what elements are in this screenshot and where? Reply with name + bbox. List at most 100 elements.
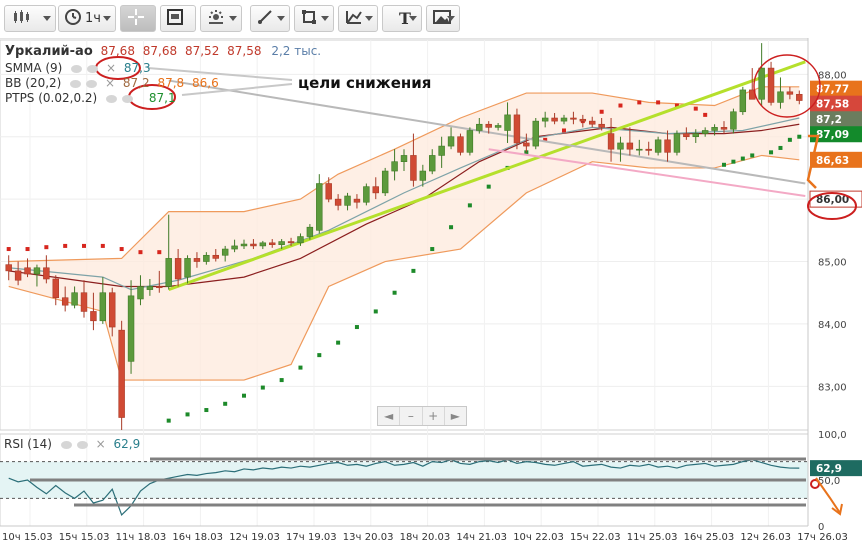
candle[interactable] [193,252,201,268]
candle[interactable] [645,141,652,156]
candle[interactable] [466,127,474,156]
zoom-in-button[interactable]: + [423,407,445,425]
toolbar-draw-button[interactable] [250,5,290,32]
candle[interactable] [5,255,12,281]
candle[interactable] [551,113,558,125]
candle[interactable] [598,118,605,131]
candle[interactable] [259,240,267,250]
candle[interactable] [174,249,182,287]
toolbar-shapes-button[interactable] [294,5,334,32]
candle[interactable] [278,239,285,250]
candle[interactable] [297,233,304,246]
candle[interactable] [240,239,248,250]
toolbar-crosshair-button[interactable] [120,5,156,32]
candle[interactable] [673,130,681,156]
trendline-target-1[interactable] [168,79,806,185]
close-icon[interactable]: × [105,76,116,90]
candle[interactable] [523,133,530,153]
close-icon[interactable]: × [95,437,106,451]
candle[interactable] [579,114,587,128]
candle[interactable] [796,90,803,105]
candle[interactable] [137,275,144,306]
candle[interactable] [692,129,699,143]
candle[interactable] [24,258,31,278]
candle[interactable] [410,133,417,187]
trendline-target-2[interactable] [488,148,806,197]
candle[interactable] [52,275,59,306]
price-chart[interactable]: 83,0084,0085,0086,0088,0087,7787,5887,28… [0,38,862,546]
candle[interactable] [287,237,295,246]
candle[interactable] [626,127,634,156]
toolbar-image-button[interactable] [426,5,460,32]
candle[interactable] [494,122,502,131]
candle[interactable] [221,245,229,262]
candle[interactable] [334,194,342,211]
candle[interactable] [90,292,97,331]
candle[interactable] [447,127,455,150]
candle[interactable] [570,111,577,125]
drawing-marks[interactable] [30,54,857,516]
zoom-out-button[interactable]: – [400,407,423,425]
candle[interactable] [381,167,389,196]
candle[interactable] [156,270,163,293]
candle[interactable] [513,108,521,150]
candle[interactable] [485,121,492,134]
candle[interactable] [720,121,728,134]
candles[interactable] [5,43,803,430]
scroll-right-button[interactable]: ► [450,409,460,423]
candle[interactable] [767,61,775,106]
candle[interactable] [316,174,323,234]
trendline-uptrend[interactable] [168,60,806,292]
candle[interactable] [14,261,22,286]
candle[interactable] [61,286,69,312]
gear-icon[interactable] [87,64,99,73]
candle[interactable] [457,133,464,156]
candle[interactable] [400,149,408,172]
candle[interactable] [711,124,718,136]
gear-icon[interactable] [86,79,98,88]
eye-icon[interactable] [106,94,118,103]
candle[interactable] [127,280,135,374]
candle[interactable] [541,111,549,128]
candle[interactable] [71,286,78,309]
candle[interactable] [777,77,784,109]
candle[interactable] [730,108,737,134]
candle[interactable] [739,86,747,115]
candle[interactable] [250,239,257,250]
eye-icon[interactable] [60,440,72,449]
candle[interactable] [786,86,794,100]
eye-icon[interactable] [70,79,82,88]
candle[interactable] [607,118,615,162]
candle[interactable] [325,177,332,203]
toolbar-text-button[interactable]: T [382,5,422,32]
candle[interactable] [701,127,709,137]
candle[interactable] [146,278,154,296]
candle[interactable] [269,239,276,248]
candle[interactable] [504,102,511,143]
toolbar-indicators-button[interactable] [200,5,242,32]
candle[interactable] [372,177,379,200]
candle[interactable] [438,136,445,168]
candle[interactable] [165,214,172,290]
candle[interactable] [636,139,643,156]
toolbar-fib-button[interactable] [338,5,378,32]
candle[interactable] [109,287,116,337]
candle[interactable] [391,149,398,181]
candle[interactable] [419,164,427,187]
candle[interactable] [99,277,107,324]
candle[interactable] [654,136,662,156]
candle[interactable] [118,320,125,430]
candle[interactable] [476,118,483,134]
toolbar-candles-button[interactable] [4,5,56,32]
eye-icon[interactable] [71,64,83,73]
annotation-text[interactable]: цели снижения [298,74,432,92]
candle[interactable] [212,249,219,262]
scroll-left-button[interactable]: ◄ [378,407,401,425]
candle[interactable] [617,136,624,162]
gear-icon[interactable] [122,94,134,103]
close-icon[interactable]: × [106,61,117,75]
candle[interactable] [33,264,41,287]
candle[interactable] [306,224,314,240]
candle[interactable] [589,116,596,128]
candle[interactable] [344,192,351,211]
